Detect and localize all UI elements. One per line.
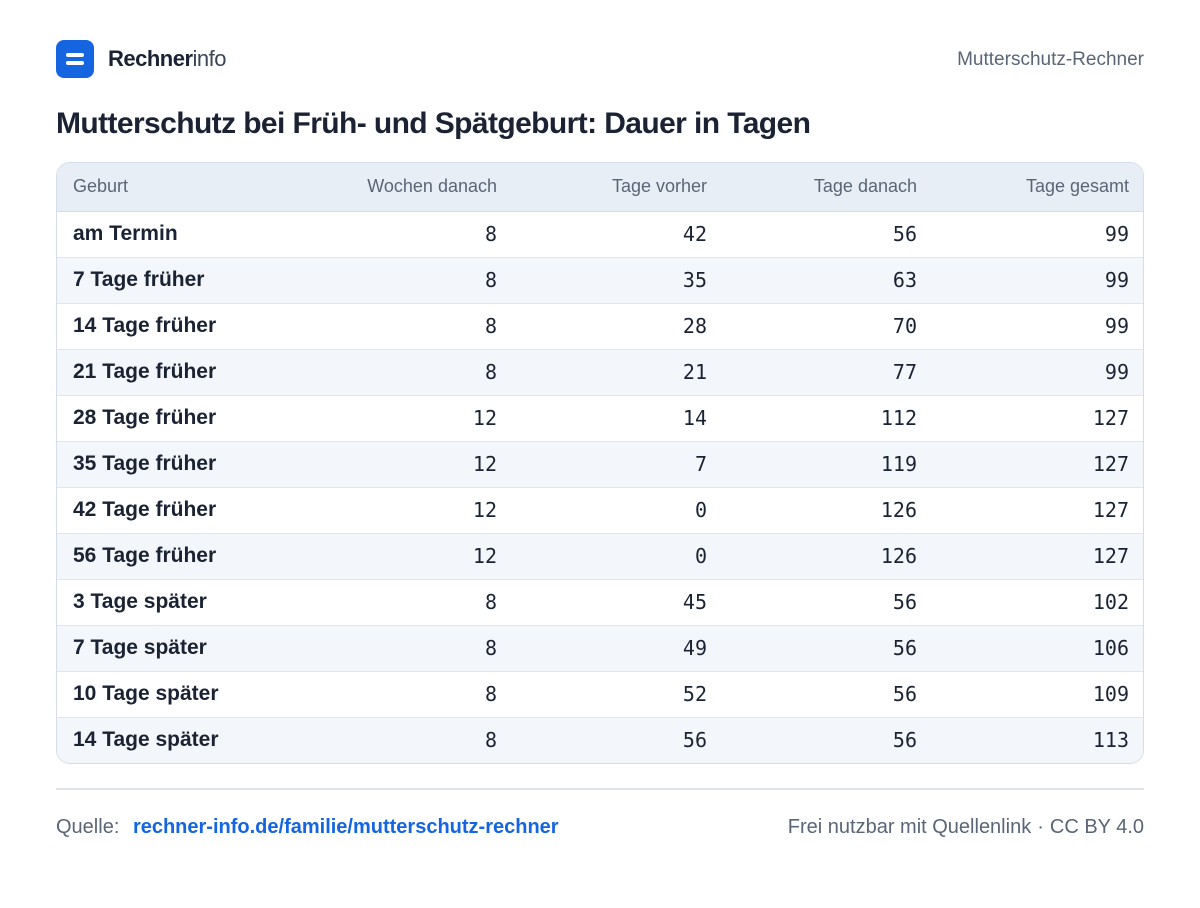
table-cell: 21 <box>513 349 723 396</box>
table-cell: 56 <box>723 579 933 626</box>
row-label: 7 Tage später <box>57 625 307 672</box>
table-cell: 8 <box>307 349 513 396</box>
table-cell: 70 <box>723 303 933 350</box>
row-label: am Termin <box>57 211 307 258</box>
table-cell: 127 <box>933 395 1143 442</box>
logo-wordmark[interactable]: Rechnerinfo <box>108 46 227 71</box>
table-row: 21 Tage früher 8 21 77 99 <box>57 349 1143 396</box>
table-row: 7 Tage früher 8 35 63 99 <box>57 257 1143 304</box>
table-cell: 126 <box>723 487 933 534</box>
table-cell: 99 <box>933 303 1143 350</box>
logo-icon[interactable] <box>56 40 94 78</box>
logo-bar <box>66 61 84 65</box>
table-cell: 8 <box>307 625 513 672</box>
license-text: Frei nutzbar mit Quellenlink <box>787 816 1032 838</box>
table-cell: 63 <box>723 257 933 304</box>
column-header: Geburt <box>57 163 307 212</box>
table-cell: 102 <box>933 579 1143 626</box>
page-label: Mutterschutz-Rechner <box>957 49 1144 70</box>
table-row: 28 Tage früher 12 14 112 127 <box>57 395 1143 442</box>
row-label: 35 Tage früher <box>57 441 307 488</box>
column-header: Wochen danach <box>307 163 513 212</box>
source-link[interactable]: rechner-info.de/familie/mutterschutz-rec… <box>132 816 559 838</box>
table-cell: 14 <box>513 395 723 442</box>
table-cell: 56 <box>682 728 707 753</box>
table-cell: 127 <box>933 533 1143 580</box>
table-cell: 45 <box>513 579 723 626</box>
row-label: 14 Tage später <box>73 728 219 752</box>
table-cell: 56 <box>723 671 933 718</box>
table-cell: 7 <box>513 441 723 488</box>
table-cell: 77 <box>723 349 933 396</box>
license-name: CC BY 4.0 <box>1049 816 1144 838</box>
table-row: 42 Tage früher 12 0 126 127 <box>57 487 1143 534</box>
separator-dot: · <box>1037 816 1044 838</box>
table-cell: 8 <box>307 303 513 350</box>
table-row: 56 Tage früher 12 0 126 127 <box>57 533 1143 580</box>
column-header: Tage vorher <box>513 163 723 212</box>
table-cell: 12 <box>307 487 513 534</box>
row-label: 7 Tage früher <box>57 257 307 304</box>
table-cell: 52 <box>513 671 723 718</box>
table-cell: 35 <box>513 257 723 304</box>
header: Rechnerinfo Mutterschutz-Rechner <box>56 40 1144 78</box>
table-cell: 12 <box>307 533 513 580</box>
table-cell: 113 <box>1092 728 1129 753</box>
data-table-container: Geburt Wochen danach Tage vorher Tage danac… <box>56 162 1144 764</box>
row-label: 42 Tage früher <box>57 487 307 534</box>
table-row: 10 Tage später 8 52 56 109 <box>57 671 1143 718</box>
table-cell: 8 <box>307 211 513 258</box>
column-header: Tage gesamt <box>933 163 1143 212</box>
footer-divider <box>56 788 1144 790</box>
table-cell: 99 <box>933 211 1143 258</box>
table-cell: 42 <box>513 211 723 258</box>
table-cell: 0 <box>513 533 723 580</box>
row-label: 28 Tage früher <box>57 395 307 442</box>
license-line: Frei nutzbar mit Quellenlink · CC BY 4.0 <box>788 815 1144 839</box>
table-cell: 126 <box>723 533 933 580</box>
page-title: Mutterschutz bei Früh- und Spätgeburt: D… <box>56 107 811 140</box>
table-cell: 12 <box>307 441 513 488</box>
table-cell: 12 <box>307 395 513 442</box>
table-cell: 0 <box>513 487 723 534</box>
table-cell: 49 <box>513 625 723 672</box>
row-label: 3 Tage später <box>57 579 307 626</box>
row-label: 21 Tage früher <box>57 349 307 396</box>
row-label: 10 Tage später <box>57 671 307 718</box>
table-cell: 112 <box>723 395 933 442</box>
table-cell: 99 <box>933 257 1143 304</box>
table-body: am Termin 8 42 56 99 7 Tage früher 8 35 63 99 14 T… <box>57 211 1143 763</box>
logo-text-bold: Rechner <box>108 46 193 71</box>
source-line: Quelle: rechner-info.de/familie/muttersc… <box>56 815 559 839</box>
table-cell: 56 <box>723 211 933 258</box>
logo-bar <box>66 53 84 57</box>
logo-text-light: info <box>192 46 227 71</box>
table-row: 35 Tage früher 12 7 119 127 <box>57 441 1143 488</box>
table-row: 14 Tage früher 8 28 70 99 <box>57 303 1143 350</box>
table-cell: 127 <box>933 487 1143 534</box>
table-cell: 8 <box>307 257 513 304</box>
table-cell: 8 <box>484 728 497 753</box>
table-header-row: Geburt Wochen danach Tage vorher Tage danac… <box>57 163 1143 212</box>
table-cell: 119 <box>723 441 933 488</box>
table-cell: 56 <box>892 728 917 753</box>
source-label: Quelle: <box>56 816 120 838</box>
table-cell: 99 <box>933 349 1143 396</box>
table-row: am Termin 8 42 56 99 <box>57 211 1143 258</box>
table-cell: 8 <box>307 671 513 718</box>
table-cell: 28 <box>513 303 723 350</box>
column-header: Tage danach <box>723 163 933 212</box>
table-row: 14 Tage später 8 56 56 113 <box>57 717 1143 763</box>
row-label: 56 Tage früher <box>57 533 307 580</box>
table-cell: 106 <box>933 625 1143 672</box>
table-row: 3 Tage später 8 45 56 102 <box>57 579 1143 626</box>
table-cell: 127 <box>933 441 1143 488</box>
table-row: 7 Tage später 8 49 56 106 <box>57 625 1143 672</box>
table-cell: 8 <box>307 579 513 626</box>
row-label: 14 Tage früher <box>57 303 307 350</box>
data-table: Geburt Wochen danach Tage vorher Tage danac… <box>57 163 1143 763</box>
table-cell: 109 <box>933 671 1143 718</box>
table-cell: 56 <box>723 625 933 672</box>
